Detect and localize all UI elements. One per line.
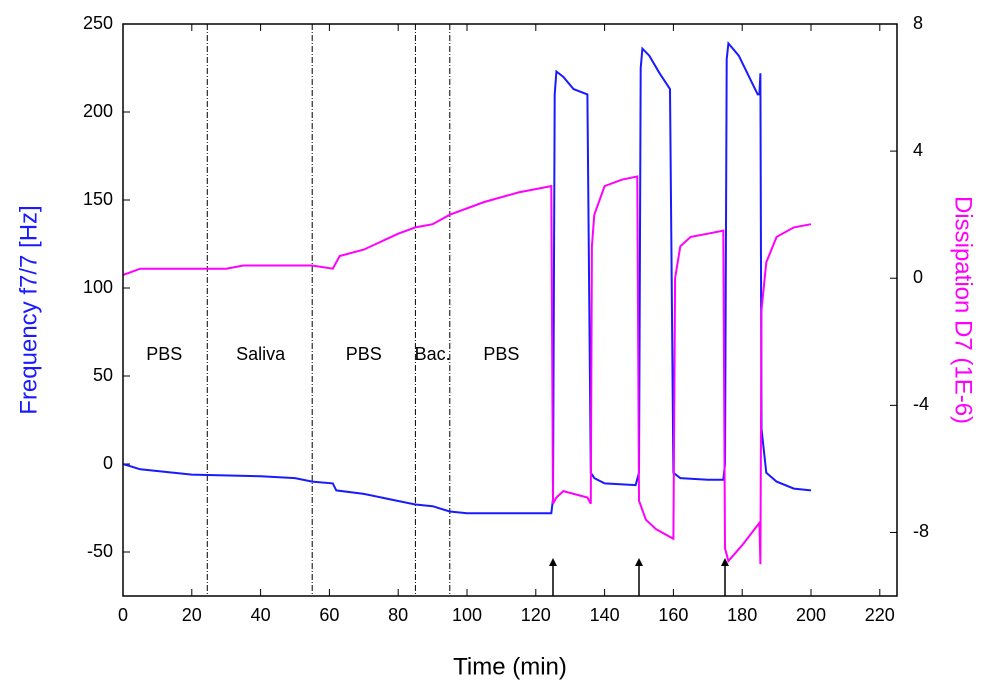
- y-tick-label: 100: [83, 277, 113, 297]
- y2-axis-label: Dissipation D7 (1E-6): [950, 196, 977, 424]
- y-tick-label: 250: [83, 13, 113, 33]
- x-tick-label: 60: [319, 605, 339, 625]
- injection-arrowhead: [549, 558, 557, 566]
- plot-frame: [122, 23, 898, 597]
- y2-tick-label: 8: [913, 13, 923, 33]
- phase-label: PBS: [346, 344, 382, 364]
- x-tick-label: 180: [727, 605, 757, 625]
- phase-label: Bac.: [415, 344, 451, 364]
- y2-tick-label: 0: [913, 267, 923, 287]
- injection-arrowhead: [635, 558, 643, 566]
- y-tick-label: 150: [83, 189, 113, 209]
- x-tick-label: 40: [251, 605, 271, 625]
- x-tick-label: 140: [590, 605, 620, 625]
- x-tick-label: 20: [182, 605, 202, 625]
- phase-label: Saliva: [236, 344, 286, 364]
- y-tick-label: 50: [93, 365, 113, 385]
- injection-arrowhead: [721, 558, 729, 566]
- x-tick-label: 220: [865, 605, 895, 625]
- y-tick-label: -50: [87, 541, 113, 561]
- phase-label: PBS: [146, 344, 182, 364]
- x-tick-label: 0: [118, 605, 128, 625]
- y-tick-label: 200: [83, 101, 113, 121]
- x-tick-label: 160: [658, 605, 688, 625]
- y-axis-label: Frequency f7/7 [Hz]: [15, 205, 42, 414]
- data-line: [122, 40, 812, 515]
- x-tick-label: 200: [796, 605, 826, 625]
- y2-tick-label: -8: [913, 521, 929, 541]
- x-tick-label: 100: [452, 605, 482, 625]
- x-axis-label: Time (min): [453, 653, 567, 680]
- x-tick-label: 120: [521, 605, 551, 625]
- y2-tick-label: 4: [913, 140, 923, 160]
- x-tick-label: 80: [388, 605, 408, 625]
- phase-label: PBS: [483, 344, 519, 364]
- y2-tick-label: -4: [913, 394, 929, 414]
- data-line: [122, 175, 812, 565]
- y-tick-label: 0: [103, 453, 113, 473]
